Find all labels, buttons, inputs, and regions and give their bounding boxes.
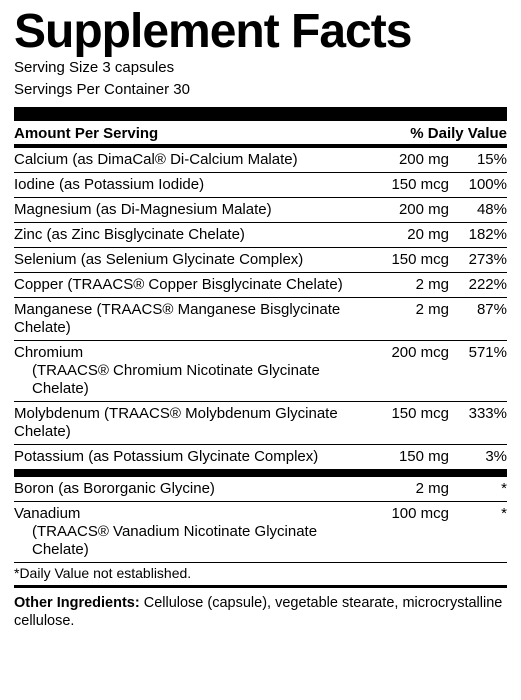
nutrient-name: Chromium(TRAACS® Chromium Nicotinate Gly…: [14, 344, 367, 398]
nutrient-amount: 200 mcg: [367, 344, 449, 361]
nutrient-dv: 15%: [449, 151, 507, 168]
nutrient-amount: 2 mg: [367, 301, 449, 318]
nutrient-row: Boron (as Bororganic Glycine)2 mg*: [14, 477, 507, 502]
nutrient-row: Potassium (as Potassium Glycinate Comple…: [14, 445, 507, 469]
nutrient-dv: 100%: [449, 176, 507, 193]
other-ingredients-label: Other Ingredients:: [14, 595, 140, 611]
nutrient-row: Iodine (as Potassium Iodide)150 mcg100%: [14, 173, 507, 198]
column-headers: Amount Per Serving % Daily Value: [14, 121, 507, 148]
nutrient-amount: 100 mcg: [367, 505, 449, 522]
nutrient-amount: 2 mg: [367, 480, 449, 497]
dv-footnote: *Daily Value not established.: [14, 562, 507, 585]
servings-per-container: Servings Per Container 30: [14, 80, 507, 100]
nutrient-row: Magnesium (as Di-Magnesium Malate)200 mg…: [14, 198, 507, 223]
nutrient-table-2: Boron (as Bororganic Glycine)2 mg* Vanadi…: [14, 477, 507, 562]
nutrient-name: Boron (as Bororganic Glycine): [14, 480, 367, 498]
nutrient-dv: 571%: [449, 344, 507, 361]
rule-mid: [14, 469, 507, 477]
nutrient-dv: 182%: [449, 226, 507, 243]
nutrient-row: Molybdenum (TRAACS® Molybdenum Glycinate…: [14, 402, 507, 445]
nutrient-name: Potassium (as Potassium Glycinate Comple…: [14, 448, 367, 466]
rule-thick-top: [14, 107, 507, 121]
nutrient-dv: *: [449, 505, 507, 522]
nutrient-amount: 150 mcg: [367, 176, 449, 193]
nutrient-row: Vanadium(TRAACS® Vanadium Nicotinate Gly…: [14, 502, 507, 562]
nutrient-name: Calcium (as DimaCal® Di-Calcium Malate): [14, 151, 367, 169]
nutrient-name: Zinc (as Zinc Bisglycinate Chelate): [14, 226, 367, 244]
nutrient-name: Molybdenum (TRAACS® Molybdenum Glycinate…: [14, 405, 367, 441]
nutrient-name-sub: (TRAACS® Vanadium Nicotinate Glycinate C…: [14, 523, 367, 559]
nutrient-table-1: Calcium (as DimaCal® Di-Calcium Malate)2…: [14, 148, 507, 469]
panel-title: Supplement Facts: [14, 8, 507, 56]
nutrient-amount: 200 mg: [367, 151, 449, 168]
nutrient-dv: 273%: [449, 251, 507, 268]
nutrient-amount: 150 mcg: [367, 251, 449, 268]
nutrient-dv: *: [449, 480, 507, 497]
nutrient-amount: 200 mg: [367, 201, 449, 218]
nutrient-amount: 150 mcg: [367, 405, 449, 422]
nutrient-name-sub: (TRAACS® Chromium Nicotinate Glycinate C…: [14, 362, 367, 398]
nutrient-name: Selenium (as Selenium Glycinate Complex): [14, 251, 367, 269]
nutrient-row: Copper (TRAACS® Copper Bisglycinate Chel…: [14, 273, 507, 298]
serving-size: Serving Size 3 capsules: [14, 58, 507, 78]
nutrient-name: Iodine (as Potassium Iodide): [14, 176, 367, 194]
nutrient-amount: 2 mg: [367, 276, 449, 293]
nutrient-dv: 87%: [449, 301, 507, 318]
nutrient-dv: 3%: [449, 448, 507, 465]
nutrient-name: Vanadium(TRAACS® Vanadium Nicotinate Gly…: [14, 505, 367, 559]
nutrient-name: Copper (TRAACS® Copper Bisglycinate Chel…: [14, 276, 367, 294]
nutrient-dv: 333%: [449, 405, 507, 422]
nutrient-row: Calcium (as DimaCal® Di-Calcium Malate)2…: [14, 148, 507, 173]
nutrient-row: Manganese (TRAACS® Manganese Bisglycinat…: [14, 298, 507, 341]
nutrient-dv: 222%: [449, 276, 507, 293]
hdr-amount: Amount Per Serving: [14, 125, 158, 142]
nutrient-row: Chromium(TRAACS® Chromium Nicotinate Gly…: [14, 341, 507, 402]
nutrient-amount: 150 mg: [367, 448, 449, 465]
nutrient-name: Manganese (TRAACS® Manganese Bisglycinat…: [14, 301, 367, 337]
nutrient-name: Magnesium (as Di-Magnesium Malate): [14, 201, 367, 219]
hdr-dv: % Daily Value: [410, 125, 507, 142]
nutrient-row: Selenium (as Selenium Glycinate Complex)…: [14, 248, 507, 273]
other-ingredients: Other Ingredients: Cellulose (capsule), …: [14, 594, 507, 632]
nutrient-row: Zinc (as Zinc Bisglycinate Chelate)20 mg…: [14, 223, 507, 248]
nutrient-amount: 20 mg: [367, 226, 449, 243]
nutrient-dv: 48%: [449, 201, 507, 218]
rule-bottom: [14, 585, 507, 588]
